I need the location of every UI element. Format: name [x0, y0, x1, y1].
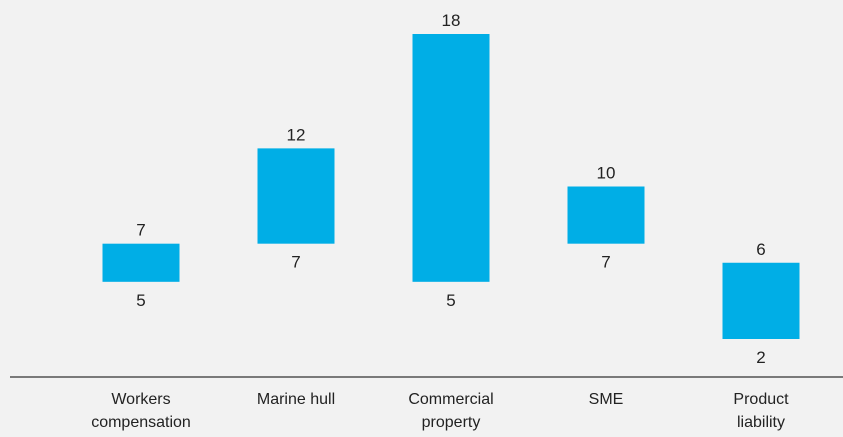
bar-high-label: 12	[287, 125, 306, 144]
category-tick-label: liability	[737, 414, 785, 431]
bar-low-label: 5	[446, 291, 455, 310]
bars-layer	[102, 34, 800, 339]
category-tick-label: SME	[589, 391, 624, 408]
bar-high-label: 10	[597, 164, 616, 183]
category-tick-label: Commercial	[408, 391, 493, 408]
category-tick-label: Product	[733, 391, 789, 408]
category-tick-label: compensation	[91, 414, 191, 431]
range-bar	[722, 262, 800, 339]
bar-low-label: 5	[136, 291, 145, 310]
range-bar	[102, 243, 180, 282]
bar-high-label: 6	[756, 240, 765, 259]
value-labels-layer: 7 5 12 7 18 5 10 7 6 2	[136, 11, 765, 367]
category-tick-label: Marine hull	[257, 391, 335, 408]
range-bar	[567, 186, 645, 244]
category-labels-layer: Workers compensation Marine hull Commercial…	[91, 391, 789, 431]
range-bar	[257, 148, 335, 244]
bar-low-label: 7	[601, 253, 610, 272]
category-tick-label: property	[422, 414, 481, 431]
bar-high-label: 7	[136, 221, 145, 240]
category-tick-label: Workers	[111, 391, 170, 408]
bar-low-label: 7	[291, 253, 300, 272]
range-bar	[412, 34, 490, 282]
bar-low-label: 2	[756, 348, 765, 367]
bar-high-label: 18	[442, 11, 461, 30]
